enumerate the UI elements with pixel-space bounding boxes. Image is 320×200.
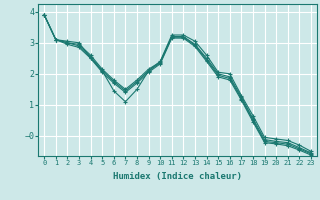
X-axis label: Humidex (Indice chaleur): Humidex (Indice chaleur) [113,172,242,181]
